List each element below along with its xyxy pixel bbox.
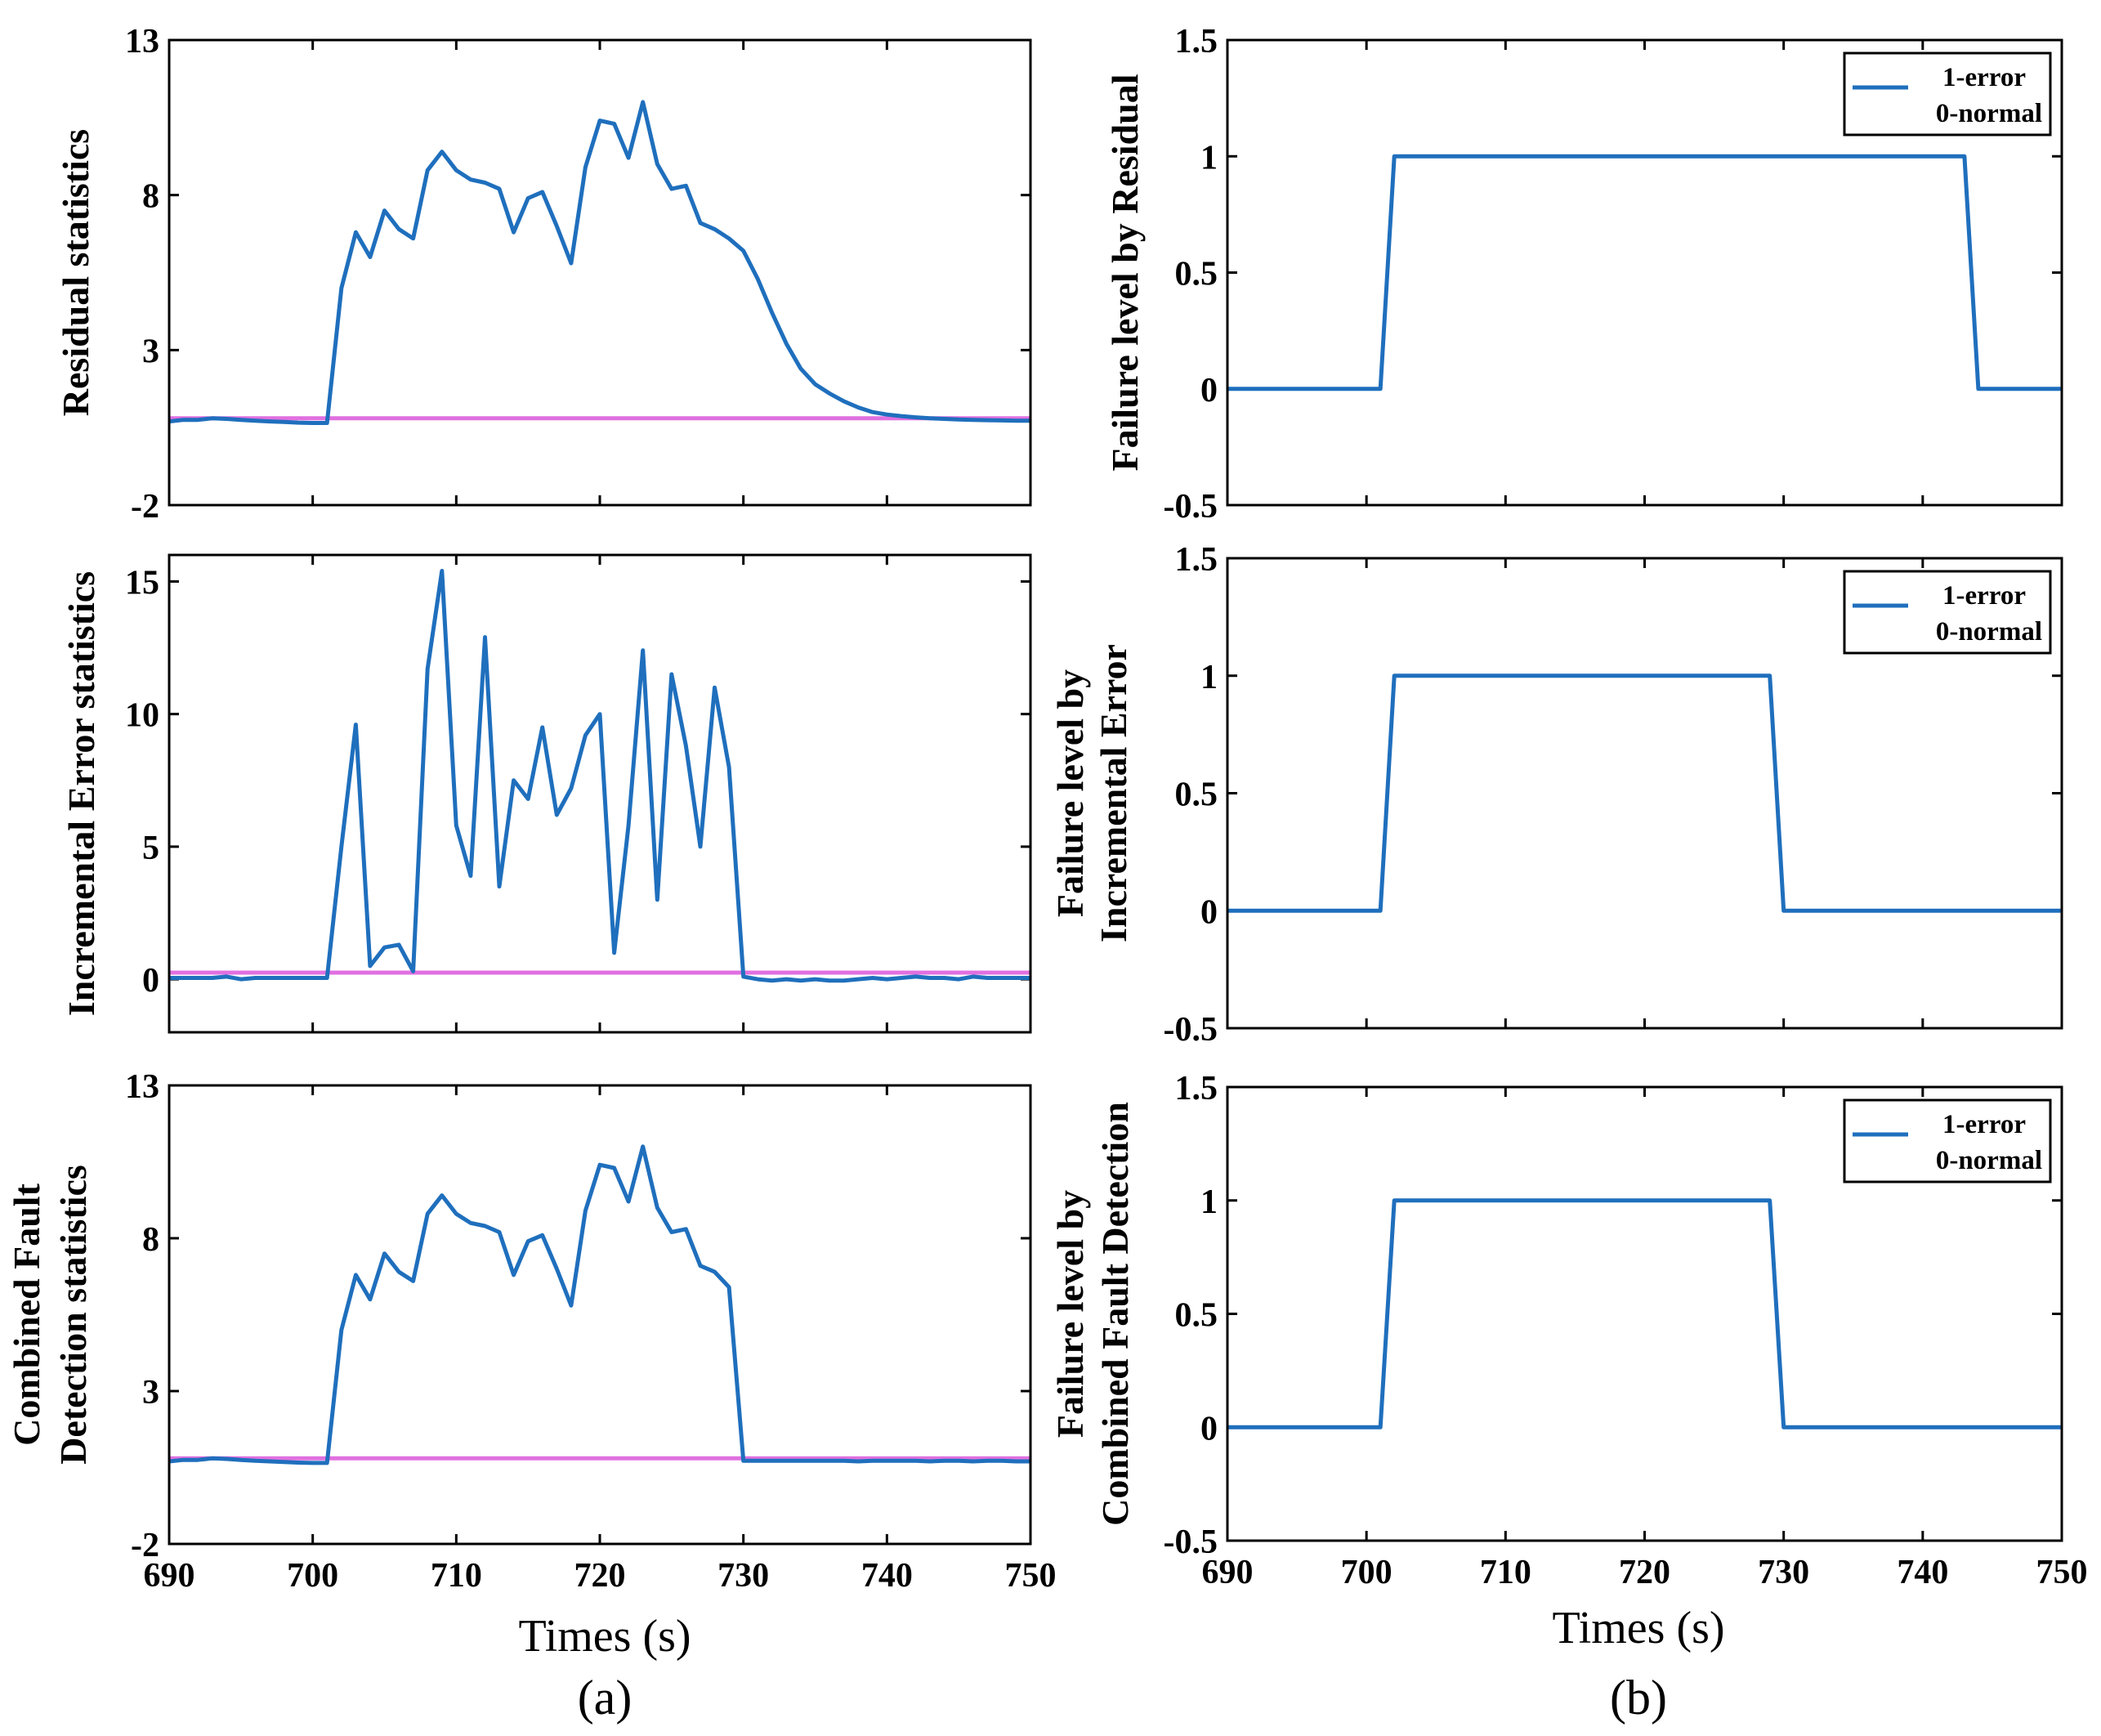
plot-area	[169, 555, 1030, 1032]
y-tick-label: -2	[131, 488, 159, 526]
x-tick-label: 720	[1619, 1554, 1670, 1591]
plot-area	[169, 40, 1030, 505]
legend-entry: 0-normal	[1936, 617, 2042, 647]
legend: 1-error 0-normal	[1843, 51, 2052, 136]
axes-frame	[168, 1084, 1032, 1546]
series-line	[1227, 154, 2062, 391]
y-axis-label: Incremental Error	[1093, 644, 1134, 942]
legend-entry: 1-error	[1942, 581, 2026, 611]
plot-area	[169, 1085, 1030, 1544]
y-tick-label: 15	[125, 564, 159, 602]
x-axis-label-b: Times (s)	[1552, 1603, 1724, 1653]
panel-failure-level-incremental-error: -0.5 0 0.5 1 1.5 Failure level by Incremental …	[1049, 541, 2063, 1049]
panel-incremental-error-statistics: 0 5 10 15 Incremental Error statistics	[60, 553, 1032, 1034]
x-tick-label: 740	[1897, 1554, 1948, 1591]
y-tick-label: 1	[1200, 139, 1218, 177]
panel-combined-fault-detection-statistics: 690 700 710 720 730 740 750 -2 3 8 13 Combined Faul…	[6, 1068, 1057, 1595]
series-line	[169, 569, 1030, 983]
y-tick-label: 3	[142, 1374, 159, 1412]
series-line	[1227, 673, 2062, 913]
axes-frame	[168, 553, 1032, 1034]
legend-entry: 0-normal	[1936, 1146, 2042, 1175]
y-tick-label: 13	[125, 1068, 159, 1106]
legend-entry: 1-error	[1942, 1110, 2026, 1139]
y-tick-label: 1.5	[1175, 541, 1218, 579]
axes-frame	[1226, 557, 2063, 1030]
legend: 1-error 0-normal	[1843, 1098, 2052, 1183]
y-tick-label: -0.5	[1164, 488, 1218, 526]
x-tick-label: 690	[144, 1557, 195, 1595]
caption-b: (b)	[1610, 1671, 1667, 1725]
y-tick-label: 0.5	[1175, 776, 1218, 814]
axes-frame	[1226, 38, 2063, 507]
y-axis-label: Combined Fault Detection	[1094, 1102, 1136, 1526]
x-tick-label: 700	[1341, 1554, 1392, 1591]
x-tick-label: 700	[287, 1557, 338, 1595]
y-tick-label: 10	[125, 697, 159, 735]
y-tick-label: 0	[1200, 893, 1218, 931]
y-tick-label: 13	[125, 23, 159, 60]
y-tick-label: 0	[1200, 1410, 1218, 1447]
legend-box	[1843, 1098, 2052, 1183]
y-tick-label: 1	[1200, 1183, 1218, 1221]
legend-entry: 1-error	[1942, 63, 2026, 92]
series-line	[168, 1144, 1030, 1465]
y-tick-label: -0.5	[1164, 1011, 1218, 1049]
y-axis-label: Failure level by	[1049, 1190, 1091, 1438]
y-axis-label: Residual statistics	[55, 129, 96, 416]
x-tick-label: 730	[1758, 1554, 1809, 1591]
y-axis-label: Combined Fault	[6, 1183, 47, 1445]
x-axis-label-a: Times (s)	[518, 1611, 691, 1662]
series-line	[168, 100, 1030, 425]
y-tick-label: 1	[1200, 659, 1218, 696]
legend-box	[1843, 570, 2052, 655]
x-tick-label: 730	[717, 1557, 769, 1595]
panel-failure-level-residual: -0.5 0 0.5 1 1.5 Failure level by Residual 1-e…	[1104, 23, 2063, 526]
x-tick-label: 740	[861, 1557, 913, 1595]
legend-entry: 0-normal	[1936, 99, 2042, 128]
y-axis-label: Failure level by	[1049, 669, 1091, 917]
x-tick-label: 750	[2036, 1554, 2088, 1591]
y-tick-label: 1.5	[1175, 23, 1218, 60]
y-axis-label: Incremental Error statistics	[60, 571, 102, 1016]
y-tick-label: 0.5	[1175, 1297, 1218, 1335]
y-tick-label: 0	[1200, 372, 1218, 409]
x-tick-label: 720	[574, 1557, 626, 1595]
y-tick-label: 5	[142, 830, 159, 867]
panel-residual-statistics: -2 3 8 13 Residual statistics	[55, 23, 1032, 526]
caption-a: (a)	[578, 1671, 633, 1725]
y-tick-label: 8	[142, 1221, 159, 1259]
y-tick-label: 3	[142, 333, 159, 370]
y-tick-label: 0	[142, 962, 159, 1000]
legend: 1-error 0-normal	[1843, 570, 2052, 655]
series-line	[1227, 1198, 2062, 1430]
y-tick-label: 1.5	[1175, 1070, 1218, 1107]
panel-failure-level-combined: 690 700 710 720 730 740 750 -0.5 0 0.5 1 1.5 Failure…	[1049, 1070, 2088, 1591]
y-axis-label: Detection statistics	[52, 1165, 94, 1465]
axes-frame	[1226, 1085, 2063, 1542]
axes-frame	[168, 38, 1032, 507]
x-tick-label: 710	[1480, 1554, 1531, 1591]
x-tick-label: 750	[1005, 1557, 1057, 1595]
x-tick-label: 710	[431, 1557, 482, 1595]
y-axis-label: Failure level by Residual	[1104, 74, 1146, 472]
y-tick-label: 0.5	[1175, 256, 1218, 293]
x-tick-label: 690	[1202, 1554, 1254, 1591]
y-tick-label: -0.5	[1164, 1523, 1218, 1561]
y-tick-label: 8	[142, 178, 159, 216]
legend-box	[1843, 51, 2052, 136]
y-tick-label: -2	[131, 1527, 159, 1564]
